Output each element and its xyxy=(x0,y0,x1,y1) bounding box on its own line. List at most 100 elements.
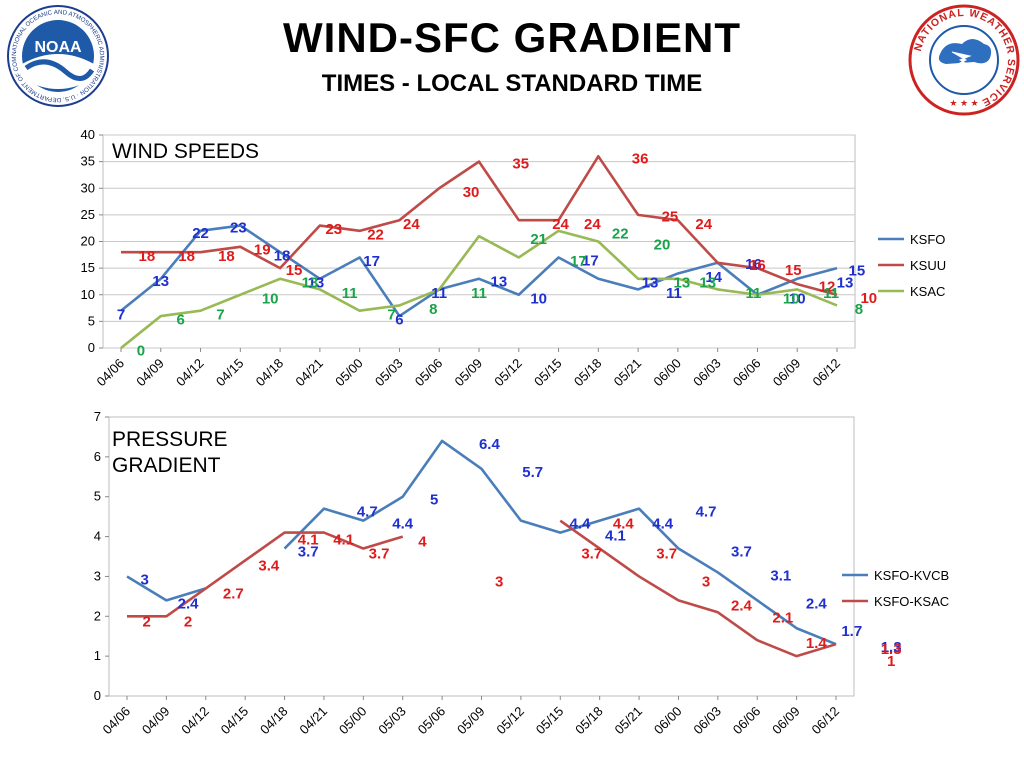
pressure-data-label-ksfo-kvcb: 4.7 xyxy=(357,504,378,521)
wind-xtick-label: 06/00 xyxy=(650,356,684,390)
wind-data-label-ksfo: 16 xyxy=(745,256,762,273)
pressure-chart-title: GRADIENT xyxy=(112,454,221,477)
pressure-data-label-ksfo-ksac: 4.1 xyxy=(333,532,354,549)
wind-xtick-label: 04/21 xyxy=(292,356,326,390)
pressure-xtick-label: 05/21 xyxy=(612,704,646,738)
wind-data-label-ksuu: 18 xyxy=(139,248,156,265)
pressure-data-label-ksfo-kvcb: 3.1 xyxy=(770,567,791,584)
pressure-data-label-ksfo-kvcb: 4.7 xyxy=(696,504,717,521)
wind-ytick-label: 15 xyxy=(81,260,95,275)
wind-data-label-ksuu: 35 xyxy=(512,156,529,173)
pressure-xtick-label: 06/03 xyxy=(690,704,724,738)
nws-logo: NATIONAL WEATHER SERVICE ★ ★ ★ xyxy=(908,4,1020,116)
wind-data-label-ksac: 11 xyxy=(746,285,762,302)
wind-xtick-label: 05/03 xyxy=(372,356,406,390)
wind-ytick-label: 20 xyxy=(81,234,95,249)
wind-data-label-ksfo: 7 xyxy=(117,306,125,323)
wind-data-label-ksuu: 25 xyxy=(662,208,679,225)
wind-data-label-ksac: 10 xyxy=(262,290,279,307)
pressure-series-line-ksfo-ksac xyxy=(559,519,837,658)
noaa-logo-text: NOAA xyxy=(34,39,82,56)
wind-data-label-ksuu: 24 xyxy=(695,216,712,233)
wind-data-label-ksuu: 15 xyxy=(785,262,802,279)
pressure-data-label-ksfo-ksac: 3.4 xyxy=(258,557,280,574)
wind-data-label-ksfo: 10 xyxy=(530,290,547,307)
pressure-xtick-label: 05/03 xyxy=(375,704,409,738)
wind-xtick-label: 05/18 xyxy=(571,356,605,390)
pressure-data-label-ksfo-ksac: 3 xyxy=(702,573,710,590)
wind-chart-title: WIND SPEEDS xyxy=(112,140,259,163)
pressure-xtick-label: 05/00 xyxy=(336,704,370,738)
wind-data-label-ksac: 8 xyxy=(429,301,437,318)
wind-data-label-ksuu: 15 xyxy=(286,262,303,279)
page-subtitle: TIMES - LOCAL STANDARD TIME xyxy=(321,70,703,97)
wind-legend-label: KSUU xyxy=(910,258,946,273)
pressure-xtick-label: 05/06 xyxy=(415,704,449,738)
wind-data-label-ksac: 11 xyxy=(471,285,487,302)
pressure-xtick-label: 04/12 xyxy=(178,704,212,738)
wind-data-label-ksac: 7 xyxy=(387,306,395,323)
wind-series-line-ksfo xyxy=(120,224,838,318)
wind-data-label-ksfo: 15 xyxy=(849,263,866,280)
wind-xtick-label: 04/18 xyxy=(253,356,287,390)
wind-data-label-ksuu: 36 xyxy=(632,150,649,167)
wind-data-label-ksfo: 14 xyxy=(705,269,722,286)
pressure-data-label-ksfo-ksac: 4.4 xyxy=(613,516,635,533)
wind-data-label-ksfo: 13 xyxy=(308,274,325,291)
wind-data-label-ksuu: 10 xyxy=(860,290,877,307)
pressure-data-label-ksfo-kvcb: 4.1 xyxy=(605,528,626,545)
wind-series-line-ksac xyxy=(120,229,838,350)
pressure-data-label-ksfo-kvcb: 4.4 xyxy=(570,516,592,533)
wind-data-label-ksuu: 30 xyxy=(463,184,480,201)
wind-data-label-ksac: 11 xyxy=(342,285,358,302)
pressure-data-label-ksfo-ksac: 2.1 xyxy=(772,609,793,626)
pressure-xtick-label: 06/00 xyxy=(651,704,685,738)
wind-data-label-ksuu: 23 xyxy=(325,221,342,238)
pressure-data-label-ksfo-kvcb: 3.7 xyxy=(298,544,319,561)
pressure-ytick-label: 4 xyxy=(94,529,101,544)
wind-data-label-ksac: 13 xyxy=(699,274,716,291)
pressure-series-line-ksfo-kvcb xyxy=(126,575,207,602)
wind-xtick-label: 04/12 xyxy=(173,356,207,390)
wind-data-label-ksac: 11 xyxy=(823,285,839,302)
wind-xtick-label: 05/21 xyxy=(611,356,645,390)
pressure-xtick-label: 04/09 xyxy=(139,704,173,738)
pressure-data-label-ksfo-ksac: 3.7 xyxy=(581,546,602,563)
wind-xtick-label: 05/06 xyxy=(412,356,446,390)
pressure-data-label-ksfo-kvcb: 5.7 xyxy=(522,464,543,481)
pressure-xtick-label: 06/12 xyxy=(809,704,843,738)
wind-xtick-label: 04/06 xyxy=(94,356,128,390)
wind-xtick-label: 05/12 xyxy=(491,356,525,390)
wind-data-label-ksac: 13 xyxy=(674,274,691,291)
pressure-ytick-label: 1 xyxy=(94,648,101,663)
pressure-data-label-ksfo-ksac: 1 xyxy=(887,653,895,670)
wind-series-line-ksuu xyxy=(121,154,838,297)
wind-speeds-chart: 0 5 10 15 20 25 30 35 40 04/06 04/09 04/12 04/15 04/1… xyxy=(81,127,947,390)
pressure-data-label-ksfo-ksac: 2 xyxy=(184,613,192,630)
pressure-ytick-label: 3 xyxy=(94,568,101,583)
wind-xtick-label: 04/09 xyxy=(133,356,167,390)
wind-data-label-ksfo: 18 xyxy=(274,247,291,264)
wind-ytick-label: 25 xyxy=(81,207,95,222)
wind-xtick-label: 06/12 xyxy=(810,356,844,390)
wind-ytick-label: 35 xyxy=(81,154,95,169)
wind-data-label-ksuu: 24 xyxy=(584,216,601,233)
wind-ytick-label: 30 xyxy=(81,180,95,195)
pressure-xtick-label: 04/06 xyxy=(100,704,134,738)
pressure-xtick-label: 06/06 xyxy=(730,704,764,738)
wind-data-label-ksfo: 13 xyxy=(491,273,508,290)
wind-data-label-ksuu: 24 xyxy=(403,216,420,233)
pressure-xtick-label: 04/15 xyxy=(218,704,252,738)
wind-legend-label: KSAC xyxy=(910,284,945,299)
pressure-ytick-label: 7 xyxy=(94,409,101,424)
wind-data-label-ksuu: 12 xyxy=(819,279,836,296)
pressure-data-label-ksfo-kvcb: 4.4 xyxy=(652,516,674,533)
wind-xtick-label: 05/00 xyxy=(332,356,366,390)
wind-data-label-ksfo: 13 xyxy=(642,274,659,291)
wind-data-label-ksuu: 19 xyxy=(254,241,271,258)
wind-ytick-label: 5 xyxy=(88,313,95,328)
pressure-series-line-ksfo-ksac xyxy=(127,531,404,618)
wind-ytick-label: 40 xyxy=(81,127,95,142)
wind-data-label-ksfo: 11 xyxy=(666,285,682,302)
